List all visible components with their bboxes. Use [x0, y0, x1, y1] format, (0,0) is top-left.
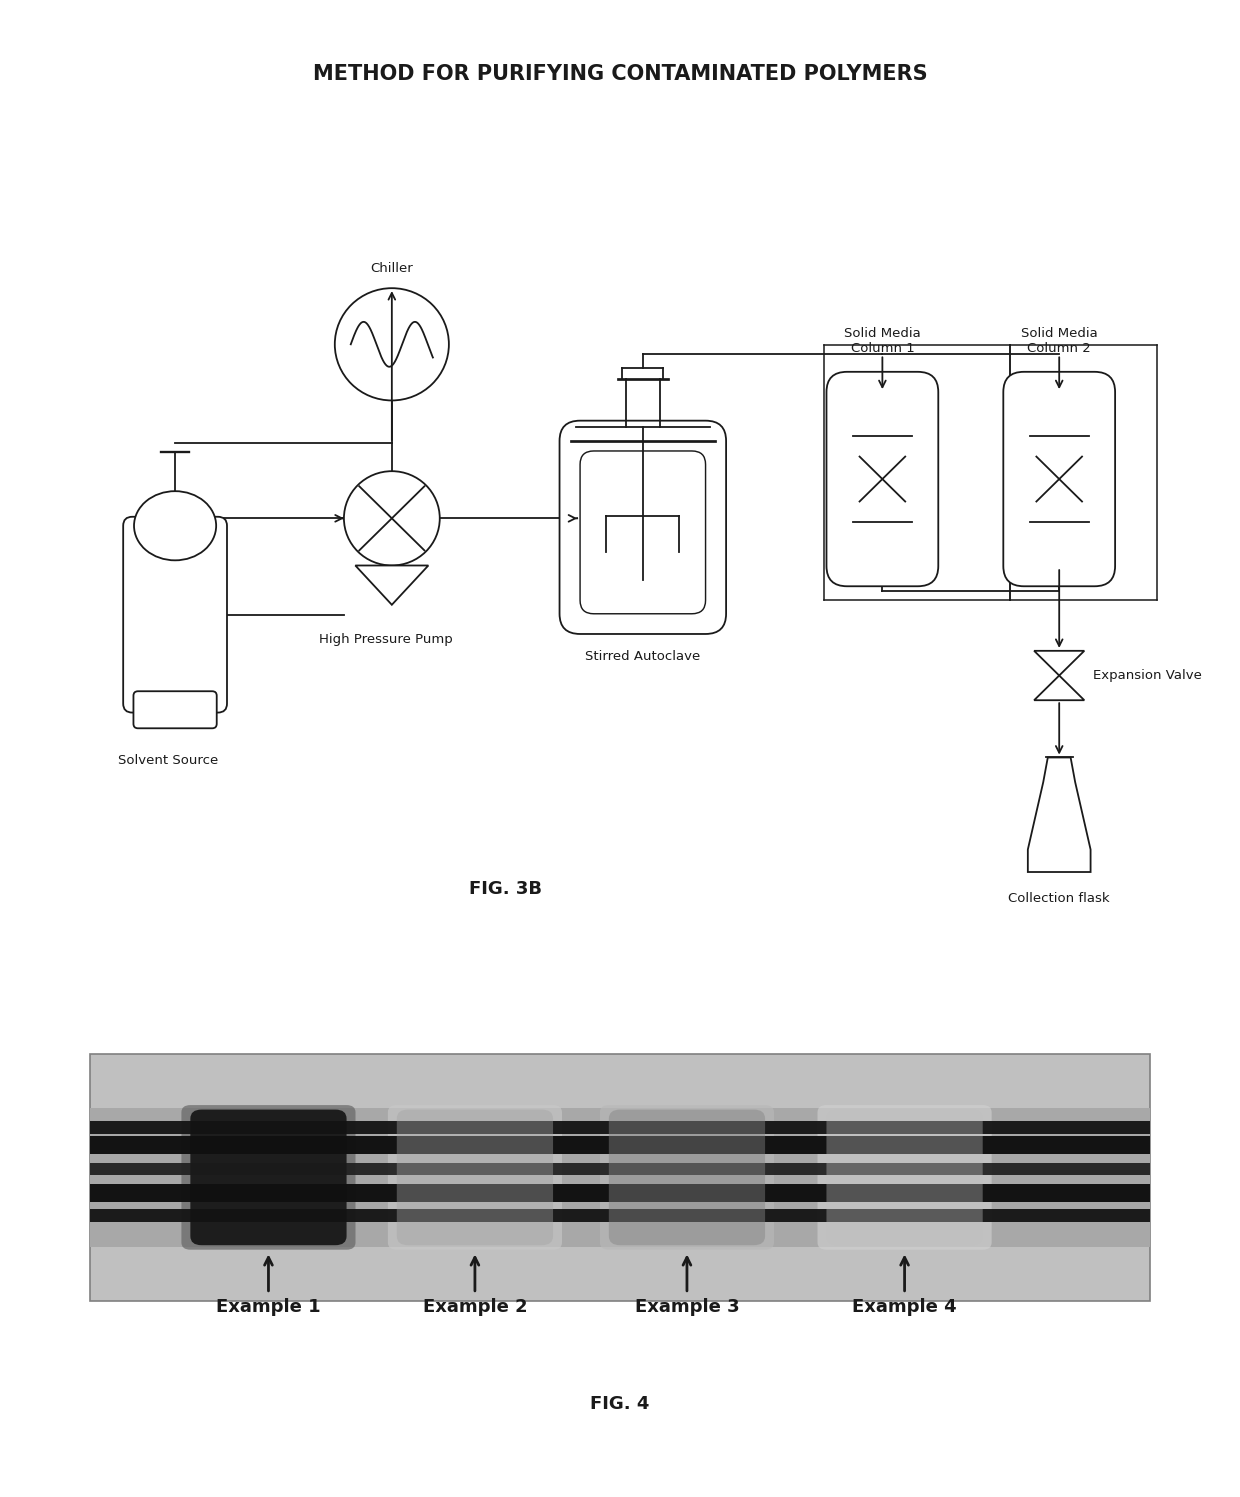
FancyBboxPatch shape	[609, 1109, 765, 1246]
FancyBboxPatch shape	[191, 1109, 346, 1246]
Polygon shape	[356, 566, 428, 605]
FancyBboxPatch shape	[827, 1109, 982, 1246]
FancyBboxPatch shape	[91, 1184, 1151, 1202]
Circle shape	[343, 472, 440, 566]
Text: Chiller: Chiller	[371, 262, 413, 275]
FancyBboxPatch shape	[123, 516, 227, 713]
Text: Stirred Autoclave: Stirred Autoclave	[585, 650, 701, 663]
FancyBboxPatch shape	[181, 1105, 356, 1250]
Text: Solid Media
Column 1: Solid Media Column 1	[844, 326, 921, 355]
FancyBboxPatch shape	[388, 1105, 562, 1250]
FancyBboxPatch shape	[91, 1136, 1151, 1154]
FancyBboxPatch shape	[827, 371, 939, 587]
Polygon shape	[1028, 757, 1091, 871]
FancyBboxPatch shape	[817, 1105, 992, 1250]
Text: Example 2: Example 2	[423, 1298, 527, 1316]
FancyBboxPatch shape	[91, 1184, 1151, 1202]
Polygon shape	[1034, 651, 1084, 675]
FancyBboxPatch shape	[1003, 371, 1115, 587]
FancyBboxPatch shape	[91, 1054, 1151, 1301]
FancyBboxPatch shape	[600, 1105, 774, 1250]
Circle shape	[335, 287, 449, 400]
FancyBboxPatch shape	[91, 1121, 1151, 1133]
Text: FIG. 3B: FIG. 3B	[470, 880, 542, 898]
Polygon shape	[1034, 675, 1084, 701]
Text: METHOD FOR PURIFYING CONTAMINATED POLYMERS: METHOD FOR PURIFYING CONTAMINATED POLYME…	[312, 63, 928, 84]
Text: Solid Media
Column 2: Solid Media Column 2	[1021, 326, 1097, 355]
FancyBboxPatch shape	[91, 1163, 1151, 1175]
FancyBboxPatch shape	[91, 1210, 1151, 1222]
FancyBboxPatch shape	[91, 1163, 1151, 1175]
FancyBboxPatch shape	[134, 692, 217, 729]
Text: Solvent Source: Solvent Source	[118, 754, 218, 766]
Text: Example 4: Example 4	[852, 1298, 957, 1316]
Text: Collection flask: Collection flask	[1008, 892, 1110, 906]
FancyBboxPatch shape	[580, 451, 706, 614]
Text: Expansion Valve: Expansion Valve	[1094, 669, 1203, 683]
Ellipse shape	[134, 491, 216, 560]
Text: Example 3: Example 3	[635, 1298, 739, 1316]
Text: FIG. 4: FIG. 4	[590, 1395, 650, 1413]
FancyBboxPatch shape	[91, 1210, 1151, 1222]
FancyBboxPatch shape	[91, 1108, 1151, 1247]
FancyBboxPatch shape	[91, 1136, 1151, 1154]
Text: High Pressure Pump: High Pressure Pump	[319, 633, 453, 645]
FancyBboxPatch shape	[91, 1121, 1151, 1133]
Text: Example 1: Example 1	[216, 1298, 321, 1316]
FancyBboxPatch shape	[397, 1109, 553, 1246]
FancyBboxPatch shape	[559, 421, 727, 635]
